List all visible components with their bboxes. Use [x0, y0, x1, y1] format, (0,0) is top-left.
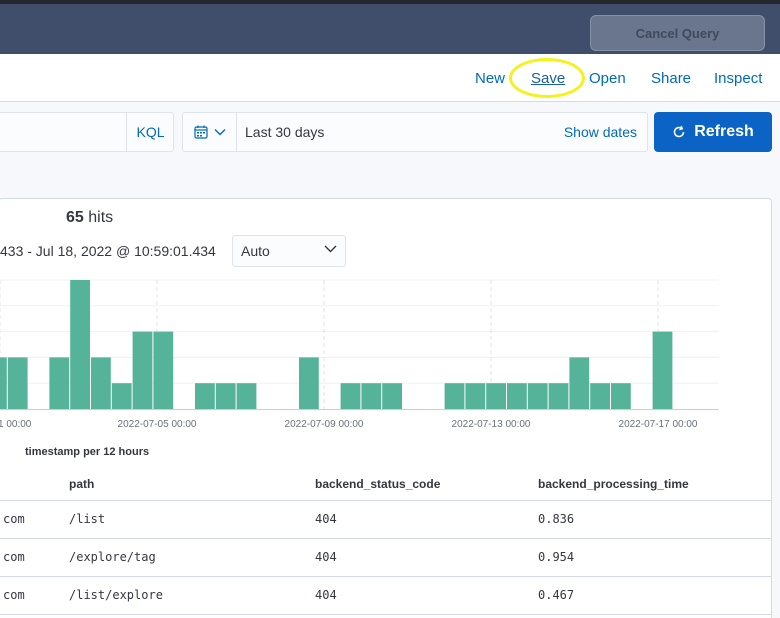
chevron-down-icon [214, 129, 225, 136]
cell-status: 404 [315, 550, 337, 564]
histogram-bar[interactable] [507, 383, 527, 409]
table-row[interactable]: com /list/explore 404 0.467 [0, 577, 772, 615]
chevron-down-icon [324, 245, 337, 253]
histogram-bar[interactable] [652, 331, 673, 409]
cell-status: 404 [315, 588, 337, 602]
histogram-bar[interactable] [0, 357, 7, 409]
cell-path: /explore/tag [69, 550, 156, 564]
cancel-query-button[interactable]: Cancel Query [590, 15, 765, 51]
histogram-bar[interactable] [132, 331, 153, 409]
histogram-bar[interactable] [340, 383, 361, 409]
histogram-bar[interactable] [569, 357, 590, 409]
cell-path: /list/explore [69, 588, 163, 602]
cell-processing-time: 0.836 [538, 512, 575, 526]
kql-toggle-button[interactable]: KQL [126, 112, 174, 152]
share-link[interactable]: Share [651, 70, 692, 87]
time-range-text[interactable]: Last 30 days [245, 124, 325, 140]
x-tick-label: 2022-07-17 00:00 [619, 419, 698, 430]
histogram-bar[interactable] [548, 383, 569, 409]
histogram-bar[interactable] [153, 331, 174, 409]
date-picker: Last 30 days Show dates [182, 112, 648, 152]
save-highlight-annotation [509, 58, 585, 98]
table-header: path backend_status_code backend_process… [0, 470, 772, 501]
histogram-bar[interactable] [91, 357, 111, 409]
histogram-bar[interactable] [486, 383, 506, 409]
show-dates-link[interactable]: Show dates [563, 124, 637, 140]
x-tick-label: 2022-07-05 00:00 [118, 419, 197, 430]
column-header-path[interactable]: path [69, 477, 95, 491]
query-input[interactable] [0, 112, 174, 152]
histogram-bar[interactable] [611, 383, 631, 409]
top-nav-menu: New Save Open Share Inspect [0, 54, 780, 102]
x-tick-label: 2022-07-09 00:00 [285, 419, 364, 430]
histogram-bar[interactable] [299, 357, 319, 409]
x-tick-label: 1 00:00 [0, 419, 32, 430]
histogram-bar[interactable] [49, 357, 70, 409]
query-bar: KQL Last 30 days Show dates Refresh [0, 102, 780, 162]
table-row[interactable]: com /explore/tag 404 0.954 [0, 539, 772, 577]
x-tick-label: 2022-07-13 00:00 [452, 419, 531, 430]
histogram-bar[interactable] [7, 357, 28, 409]
histogram-bar[interactable] [382, 383, 402, 409]
x-axis-title: timestamp per 12 hours [25, 446, 150, 458]
calendar-icon [193, 125, 208, 139]
histogram-bar[interactable] [444, 383, 465, 409]
cell-host: com [3, 512, 25, 526]
histogram-bar[interactable] [590, 383, 610, 409]
histogram-bar[interactable] [195, 383, 215, 409]
quick-menu-button[interactable] [183, 113, 237, 151]
interval-select[interactable]: Auto [232, 235, 346, 267]
refresh-button[interactable]: Refresh [654, 112, 772, 152]
refresh-label: Refresh [694, 123, 754, 140]
histogram-time-range: 433 - Jul 18, 2022 @ 10:59:01.434 [0, 243, 216, 259]
histogram-bar[interactable] [465, 383, 486, 409]
histogram-bar[interactable] [527, 383, 548, 409]
open-link[interactable]: Open [589, 70, 626, 87]
histogram-bar[interactable] [111, 383, 132, 409]
top-strip [0, 0, 780, 4]
cell-host: com [3, 550, 25, 564]
hits-counter: 65 hits [66, 209, 113, 227]
table-row[interactable]: com /list 404 0.836 [0, 501, 772, 539]
histogram-bar[interactable] [236, 383, 257, 409]
cell-processing-time: 0.954 [538, 550, 575, 564]
inspect-link[interactable]: Inspect [714, 70, 763, 87]
histogram-bar[interactable] [361, 383, 382, 409]
histogram-bar[interactable] [70, 280, 90, 409]
cell-host: com [3, 588, 25, 602]
cell-path: /list [69, 512, 106, 526]
cell-status: 404 [315, 512, 337, 526]
cell-processing-time: 0.467 [538, 588, 575, 602]
column-header-backend-status-code[interactable]: backend_status_code [315, 477, 441, 491]
column-header-backend-processing-time[interactable]: backend_processing_time [538, 477, 689, 491]
hits-label: hits [88, 209, 114, 226]
new-link[interactable]: New [475, 70, 506, 87]
hits-count: 65 [66, 209, 84, 226]
global-header: Cancel Query [0, 4, 780, 54]
refresh-icon [673, 125, 685, 138]
interval-value: Auto [241, 243, 270, 259]
histogram-bar[interactable] [215, 383, 236, 409]
histogram-chart: 1 00:00 2022-07-05 00:00 2022-07-09 00:00 2… [0, 279, 719, 430]
